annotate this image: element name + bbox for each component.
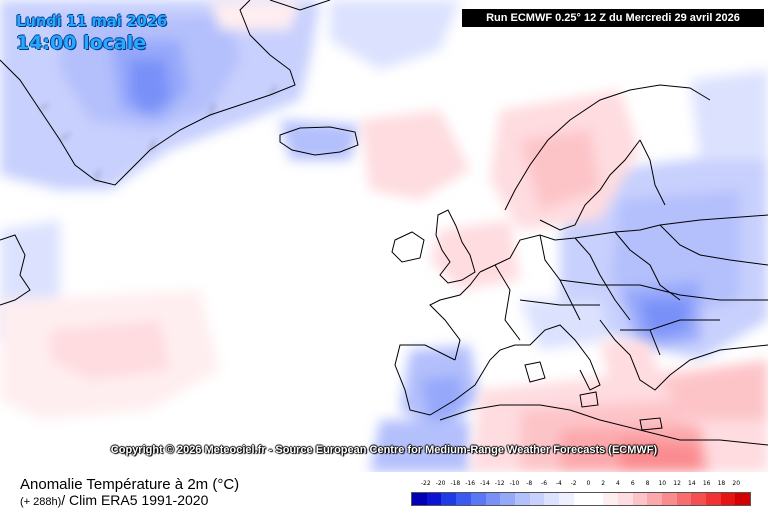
legend-tick-label: 20 — [732, 480, 741, 487]
legend-swatch — [603, 493, 618, 505]
legend-tick-label: -10 — [509, 480, 520, 487]
legend-swatch — [485, 493, 501, 505]
lead-time: (+ 288h) — [20, 496, 62, 508]
forecast-time: 14:00 locale — [16, 32, 147, 54]
legend-tick-label: -12 — [494, 480, 505, 487]
legend-tick-label: -4 — [555, 480, 562, 487]
legend-tick-label: 12 — [673, 480, 681, 487]
legend-swatch — [514, 493, 530, 505]
legend-tick-label: -8 — [526, 480, 533, 487]
anomaly-map: Lundi 11 mai 2026 14:00 locale Run ECMWF… — [0, 0, 768, 472]
legend-tick-label: 8 — [645, 480, 650, 487]
legend-swatch — [559, 493, 574, 505]
legend-tick-label: -14 — [480, 480, 490, 487]
footer: Anomalie Température à 2m (°C) (+ 288h)/… — [0, 472, 768, 512]
legend-tick-labels: -22 -20 -18 -16 -14 -12 -10 -8 -6 -4 -2 0 2 4 6 8 10 12 14… — [411, 480, 751, 490]
legend-swatch — [441, 493, 457, 505]
legend-swatch — [470, 493, 486, 505]
run-info-banner: Run ECMWF 0.25° 12 Z du Mercredi 29 avri… — [462, 9, 764, 27]
legend-swatch — [706, 493, 721, 505]
legend-swatch — [632, 493, 648, 505]
climatology-reference: / Clim ERA5 1991-2020 — [61, 492, 209, 508]
legend-swatch — [735, 493, 751, 505]
product-title: Anomalie Température à 2m (°C) — [20, 476, 240, 493]
map-canvas — [0, 0, 768, 472]
legend-swatch — [691, 493, 707, 505]
legend-tick-label: 14 — [688, 480, 696, 487]
legend-swatch — [456, 493, 471, 505]
legend-swatch — [412, 493, 427, 505]
legend-tick-label: -22 — [420, 480, 431, 487]
legend-tick-label: -16 — [465, 480, 476, 487]
legend-tick-label: 2 — [601, 480, 606, 487]
legend-tick-label: -20 — [435, 480, 446, 487]
legend-swatch — [617, 493, 633, 505]
legend-color-bar — [411, 492, 751, 506]
coast-detail — [39, 85, 277, 181]
legend-tick-label: 0 — [586, 480, 591, 487]
forecast-date: Lundi 11 mai 2026 — [16, 12, 167, 30]
legend-tick-label: 16 — [702, 480, 711, 487]
color-scale-legend: -22 -20 -18 -16 -14 -12 -10 -8 -6 -4 -2 0 2 4 6 8 10 12 14… — [411, 480, 751, 510]
legend-swatch — [573, 493, 589, 505]
legend-swatch — [588, 493, 604, 505]
legend-swatch — [676, 493, 692, 505]
legend-swatch — [720, 493, 736, 505]
legend-swatch — [529, 493, 545, 505]
legend-swatch — [647, 493, 662, 505]
legend-tick-label: -18 — [450, 480, 461, 487]
legend-tick-label: 6 — [630, 480, 635, 487]
legend-tick-label: 18 — [717, 480, 726, 487]
product-subtitle: (+ 288h)/ Clim ERA5 1991-2020 — [20, 492, 208, 510]
legend-tick-label: 10 — [658, 480, 667, 487]
legend-swatch — [661, 493, 677, 505]
legend-tick-label: 4 — [616, 480, 620, 487]
legend-swatch — [500, 493, 515, 505]
legend-tick-label: -2 — [570, 480, 577, 487]
legend-swatch — [544, 493, 560, 505]
legend-swatch — [426, 493, 442, 505]
copyright-notice: Copyright © 2026 Meteociel.fr - Source E… — [110, 444, 658, 456]
legend-tick-label: -6 — [541, 480, 548, 487]
